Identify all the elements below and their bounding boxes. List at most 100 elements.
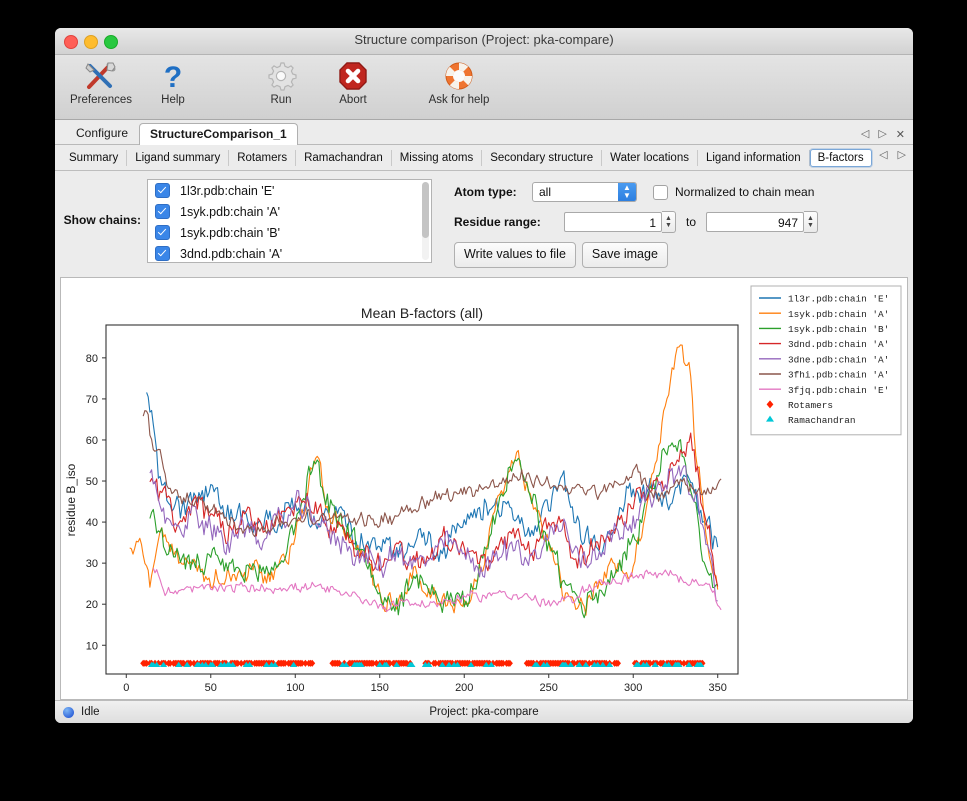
toolbar-label-ask-for-help: Ask for help (428, 94, 490, 106)
rotamer-marker (190, 659, 197, 667)
chain-list-scroll-thumb[interactable] (422, 182, 429, 238)
rotamer-marker (403, 659, 410, 667)
ramachandran-marker (376, 661, 384, 667)
chain-list-scrollbar[interactable] (422, 182, 429, 260)
ramachandran-marker (599, 661, 607, 667)
list-item[interactable]: 3dnd.pdb:chain 'A' (148, 243, 431, 262)
rotamer-marker (167, 659, 174, 667)
toolbar-button-run[interactable]: Run (245, 55, 317, 106)
legend-box (750, 285, 902, 436)
residue-to-stepper[interactable]: 947 ▲ ▼ (706, 211, 819, 233)
series-line (149, 432, 719, 587)
tab-ligand-summary[interactable]: Ligand summary (127, 149, 230, 166)
toolbar-label-run: Run (270, 94, 292, 106)
toolbar-button-ask-for-help[interactable]: Ask for help (423, 55, 495, 106)
rotamer-marker (162, 659, 169, 667)
residue-from-stepper[interactable]: 1 ▲ ▼ (564, 211, 676, 233)
outer-tab-close-icon[interactable]: ✕ (895, 129, 905, 141)
inner-tab-prev-icon[interactable]: ◁ (879, 149, 888, 161)
toolbar-button-abort[interactable]: Abort (317, 55, 389, 106)
chain-label: 1l3r.pdb:chain 'E' (180, 183, 275, 198)
rotamer-marker (615, 659, 621, 667)
rotamer-marker (180, 659, 187, 667)
residue-range-row: Residue range: 1 ▲ ▼ to 947 ▲ ▼ (454, 211, 819, 233)
toolbar-button-preferences[interactable]: Preferences (65, 55, 137, 106)
tab-b-factors[interactable]: B-factors (809, 148, 872, 167)
chain-list[interactable]: 1l3r.pdb:chain 'E' 1syk.pdb:chain 'A' 1s… (147, 179, 432, 263)
legend-label: 3fhi.pdb:chain 'A' (788, 370, 889, 381)
list-item[interactable]: 1syk.pdb:chain 'B' (148, 222, 431, 243)
ramachandran-marker (425, 661, 433, 667)
ramachandran-marker (675, 661, 683, 667)
maximize-window-button[interactable] (104, 35, 118, 49)
tab-summary[interactable]: Summary (61, 149, 128, 166)
minimize-window-button[interactable] (84, 35, 98, 49)
legend-label: 3fjq.pdb:chain 'E' (788, 385, 889, 396)
ramachandran-marker (357, 661, 365, 667)
range-to-label: to (686, 215, 697, 229)
ramachandran-marker (567, 661, 575, 667)
chart-series-layer (129, 344, 722, 619)
tab-rotamers[interactable]: Rotamers (229, 149, 297, 166)
series-line (149, 439, 718, 619)
plot-frame (105, 324, 739, 675)
tab-ramachandran[interactable]: Ramachandran (296, 149, 392, 166)
toolbar-label-help: Help (161, 94, 185, 106)
rotamer-marker (647, 659, 654, 667)
residue-from-spin-buttons[interactable]: ▲ ▼ (662, 211, 676, 233)
residue-from-input[interactable]: 1 (564, 212, 662, 232)
svg-text:?: ? (164, 61, 182, 92)
chevron-updown-icon[interactable]: ▲ ▼ (618, 183, 636, 201)
chain-checkbox[interactable] (155, 246, 170, 261)
legend-label: 3dne.pdb:chain 'A' (788, 354, 889, 365)
rotamer-marker (486, 659, 493, 667)
show-chains-label: Show chains: (63, 213, 141, 227)
ramachandran-marker (651, 661, 659, 667)
atom-type-label: Atom type: (454, 185, 517, 199)
residue-to-spin-buttons[interactable]: ▲ ▼ (804, 211, 819, 233)
rotamer-marker (309, 659, 316, 667)
tab-structurecomparison-1[interactable]: StructureComparison_1 (139, 123, 298, 145)
residue-to-input[interactable]: 947 (706, 212, 805, 232)
save-image-button[interactable]: Save image (581, 242, 668, 268)
ramachandran-marker (262, 661, 271, 667)
title-bar: Structure comparison (Project: pka-compa… (55, 28, 913, 55)
atom-type-select[interactable]: all ▲ ▼ (532, 182, 637, 202)
rotamer-marker (155, 659, 162, 667)
stop-x-icon (317, 59, 389, 93)
chain-checkbox[interactable] (155, 183, 170, 198)
ramachandran-marker (487, 661, 495, 667)
svg-text:70: 70 (86, 394, 98, 406)
tab-missing-atoms[interactable]: Missing atoms (392, 149, 483, 166)
toolbar-button-help[interactable]: ? Help (137, 55, 209, 106)
close-window-button[interactable] (64, 35, 78, 49)
list-item[interactable]: 1syk.pdb:chain 'A' (148, 201, 431, 222)
chart-legend: 1l3r.pdb:chain 'E' 1syk.pdb:chain 'A' 1syk… (750, 285, 902, 436)
normalized-checkbox[interactable] (653, 184, 668, 200)
svg-text:80: 80 (86, 353, 98, 365)
chain-checkbox[interactable] (155, 225, 170, 240)
list-item[interactable]: 1l3r.pdb:chain 'E' (148, 180, 431, 201)
ramachandran-marker (665, 661, 673, 667)
ramachandran-marker (183, 661, 191, 667)
tab-water-locations[interactable]: Water locations (602, 149, 698, 166)
rotamer-marker (336, 659, 343, 667)
ramachandran-marker (438, 661, 446, 667)
tab-configure[interactable]: Configure (76, 126, 129, 140)
rotamer-marker (490, 659, 496, 667)
toolbar-label-preferences: Preferences (69, 94, 132, 106)
chart-marker-layer (140, 659, 706, 667)
chain-checkbox[interactable] (155, 204, 170, 219)
outer-tab-prev-icon[interactable]: ◁ (860, 128, 870, 140)
atom-type-value: all (539, 185, 552, 199)
gear-icon (245, 59, 317, 93)
rotamer-marker (341, 659, 348, 667)
rotamer-marker (370, 659, 376, 667)
legend-label: 1l3r.pdb:chain 'E' (788, 294, 889, 305)
inner-tab-next-icon[interactable]: ▷ (897, 149, 906, 161)
outer-tab-next-icon[interactable]: ▷ (878, 128, 887, 140)
rotamer-marker (373, 659, 380, 667)
write-values-to-file-button[interactable]: Write values to file (454, 242, 576, 268)
tab-secondary-structure[interactable]: Secondary structure (482, 149, 603, 166)
tab-ligand-information[interactable]: Ligand information (698, 149, 810, 166)
